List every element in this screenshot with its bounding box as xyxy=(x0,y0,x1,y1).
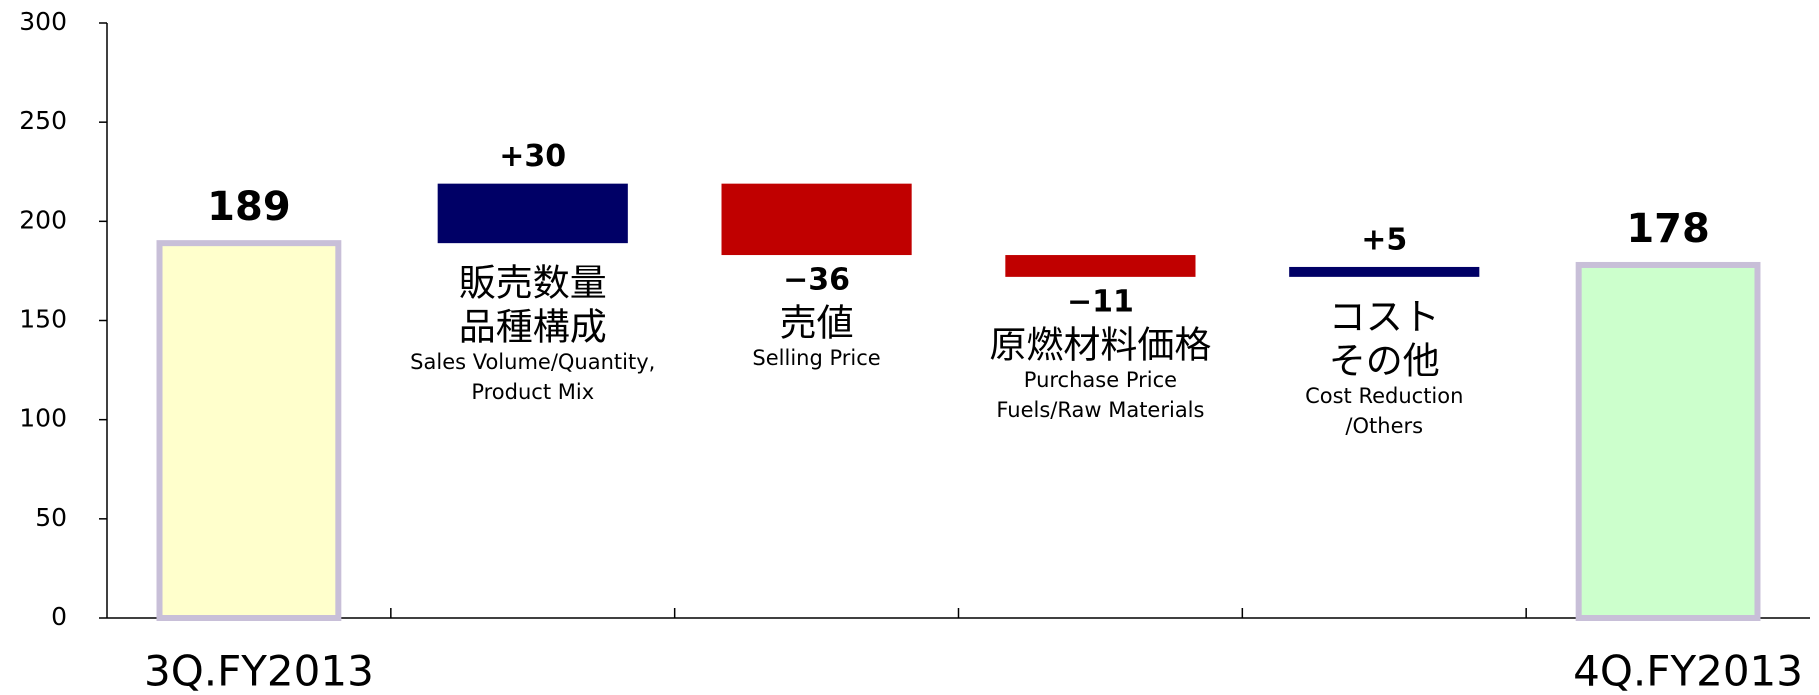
category-label-en: Selling Price xyxy=(752,346,880,370)
y-tick-label: 50 xyxy=(35,503,67,532)
category-label-jp: コスト xyxy=(1329,295,1440,338)
category-label-en: Sales Volume/Quantity, xyxy=(410,350,655,374)
category-label-en: Fuels/Raw Materials xyxy=(996,398,1204,422)
delta-bar xyxy=(1005,255,1196,277)
category-label-jp: 品種構成 xyxy=(459,306,607,349)
value-label: 178 xyxy=(1626,206,1710,252)
value-label: +30 xyxy=(499,139,566,174)
x-tick-label: 4Q.FY2013 xyxy=(1573,647,1803,695)
delta-bar xyxy=(1289,266,1480,277)
y-tick-label: 100 xyxy=(19,404,67,433)
value-label: +5 xyxy=(1361,222,1407,257)
y-tick-label: 0 xyxy=(51,602,67,631)
category-label-jp: 原燃材料価格 xyxy=(989,323,1211,366)
category-label-en: Product Mix xyxy=(471,380,594,404)
y-tick-label: 200 xyxy=(19,205,67,234)
y-tick-label: 150 xyxy=(19,305,67,334)
y-tick-label: 250 xyxy=(19,106,67,135)
category-label-en: Purchase Price xyxy=(1024,368,1177,392)
category-label-jp: 販売数量 xyxy=(459,262,607,305)
value-label: 189 xyxy=(207,184,291,230)
delta-bar xyxy=(437,183,628,244)
y-tick-label: 300 xyxy=(19,7,67,36)
x-tick-label: 3Q.FY2013 xyxy=(144,647,374,695)
delta-bar xyxy=(721,183,912,256)
category-label-en: Cost Reduction xyxy=(1305,384,1463,408)
value-label: −11 xyxy=(1067,284,1134,319)
category-label-jp: 売値 xyxy=(780,302,854,345)
category-label-jp: その他 xyxy=(1329,339,1440,382)
total-bar xyxy=(156,240,342,621)
value-label: −36 xyxy=(783,263,850,298)
category-label-en: /Others xyxy=(1345,414,1423,438)
total-bar xyxy=(1575,261,1761,621)
